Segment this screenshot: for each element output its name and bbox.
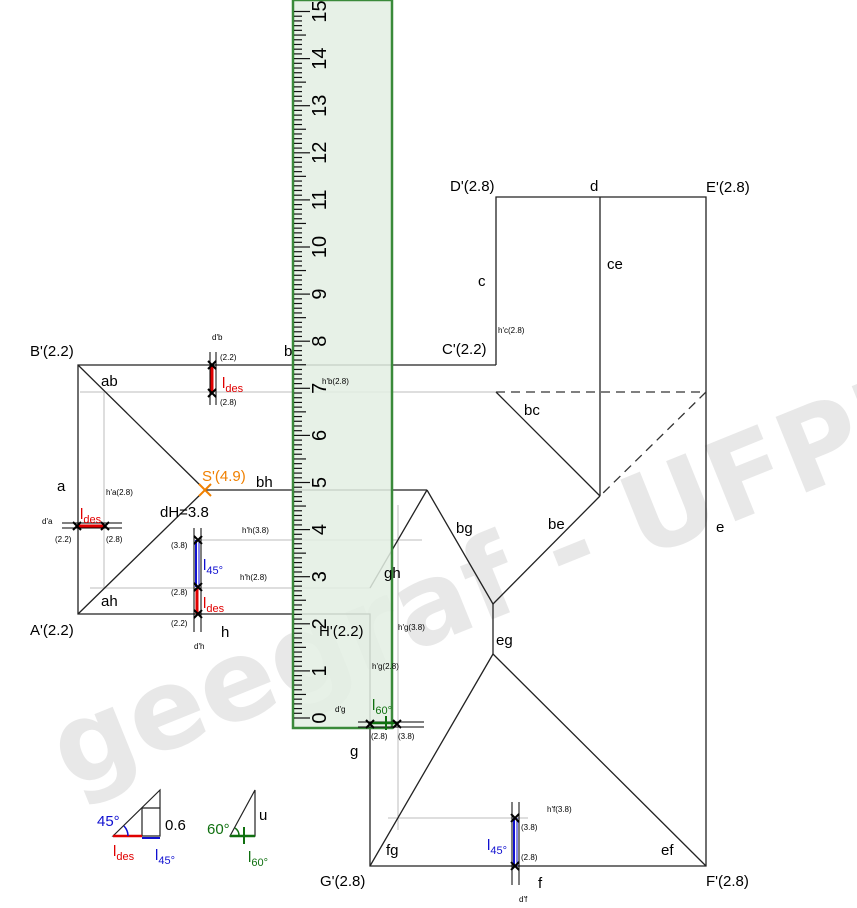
label-hf: h'f(3.8) [547, 805, 572, 814]
edge-c: c [478, 273, 486, 290]
legend-angle-45: 45° [97, 813, 120, 830]
legend-45: 45° 0.6 ldes l45° [97, 788, 186, 867]
label-hg28: h'g(2.8) [372, 662, 399, 671]
ruler-number: 11 [309, 190, 331, 211]
label-dg: d'g [335, 705, 345, 714]
l-60-g: l60° [372, 697, 392, 717]
edge-ce: ce [607, 256, 623, 273]
ruler-number: 6 [309, 430, 331, 441]
label-hg38: h'g(3.8) [398, 623, 425, 632]
ruler-number: 10 [309, 236, 331, 258]
label-ha: h'a(2.8) [106, 488, 133, 497]
true-length-marks [62, 352, 520, 885]
ruler-number: 9 [309, 289, 331, 300]
value-h-28: (2.8) [171, 588, 188, 597]
l-45-h: l45° [203, 557, 223, 577]
label-db: d'b [212, 333, 223, 342]
label-hc: h'c(2.8) [498, 326, 525, 335]
edge-ab: ab [101, 373, 118, 390]
dH-label: dH=3.8 [160, 504, 209, 521]
value-g-38: (3.8) [398, 732, 415, 741]
edge-d: d [590, 178, 598, 195]
l-des-h: ldes [203, 595, 225, 615]
ruler-number: 8 [309, 336, 331, 347]
legend-u: u [259, 807, 267, 824]
value-a-22: (2.2) [55, 535, 72, 544]
legend-angle-60: 60° [207, 821, 230, 838]
vertex-D: D'(2.8) [450, 178, 495, 195]
edge-g: g [350, 743, 358, 760]
watermark: geegraf - UFPR [31, 338, 857, 815]
vertex-H: H'(2.2) [319, 623, 364, 640]
ruler-number: 14 [309, 47, 331, 69]
true-length-labels: ldes ldes l45° ldes l60° l45° [80, 375, 507, 857]
edge-eg: eg [496, 632, 513, 649]
value-a-28: (2.8) [106, 535, 123, 544]
value-f-38: (3.8) [521, 823, 538, 832]
value-f-28: (2.8) [521, 853, 538, 862]
ruler-number: 13 [309, 95, 331, 117]
legend-ldes: ldes [113, 843, 135, 863]
edge-gh: gh [384, 565, 401, 582]
ruler-ticks [294, 10, 310, 719]
edge-ah: ah [101, 593, 118, 610]
ruler-number: 7 [309, 383, 331, 394]
legend-l45: l45° [155, 847, 175, 867]
label-hh38: h'h(3.8) [242, 526, 269, 535]
vertex-F: F'(2.8) [706, 873, 749, 890]
vertex-S: S'(4.9) [202, 468, 246, 485]
vertex-E: E'(2.8) [706, 179, 750, 196]
edge-fg: fg [386, 842, 399, 859]
value-g-28: (2.8) [371, 732, 388, 741]
roof-edges [77, 196, 707, 867]
label-da: d'a [42, 517, 53, 526]
vertex-G: G'(2.8) [320, 873, 365, 890]
edge-a: a [57, 478, 66, 495]
value-b-22: (2.2) [220, 353, 237, 362]
edge-bh: bh [256, 474, 273, 491]
value-b-28: (2.8) [220, 398, 237, 407]
edge-labels: a b c d e f g h ab bh ah bc ce be bg gh … [57, 178, 724, 892]
l-des-b: ldes [222, 375, 244, 395]
value-h-22: (2.2) [171, 619, 188, 628]
edge-bc: bc [524, 402, 540, 419]
ruler-number: 15 [309, 0, 331, 22]
edge-ef: ef [661, 842, 674, 859]
edge-e: e [716, 519, 724, 536]
legend-height: 0.6 [165, 817, 186, 834]
ruler-number: 2 [309, 618, 331, 629]
label-df: d'f [519, 895, 528, 904]
construction-lines [80, 391, 528, 830]
vertex-labels: B'(2.2) C'(2.2) D'(2.8) E'(2.8) A'(2.2) … [30, 178, 750, 890]
edge-h: h [221, 624, 229, 641]
value-h-38: (3.8) [171, 541, 188, 550]
legend-60: 60° u l60° [207, 789, 268, 869]
l-des-a: ldes [80, 506, 102, 526]
ruler-number: 4 [309, 524, 331, 535]
ruler-number: 0 [309, 712, 331, 723]
l-45-f: l45° [487, 837, 507, 857]
vertex-A: A'(2.2) [30, 622, 74, 639]
edge-be: be [548, 516, 565, 533]
edge-b: b [284, 343, 292, 360]
label-hh28: h'h(2.8) [240, 573, 267, 582]
label-dh: d'h [194, 642, 204, 651]
edge-bg: bg [456, 520, 473, 537]
ruler-number: 12 [309, 142, 331, 164]
legend-l60: l60° [248, 849, 268, 869]
vertex-C: C'(2.2) [442, 341, 487, 358]
ruler-number: 3 [309, 571, 331, 582]
ruler-number: 1 [309, 665, 331, 676]
edge-f: f [538, 875, 543, 892]
label-hb: h'b(2.8) [322, 377, 349, 386]
vertex-B: B'(2.2) [30, 343, 74, 360]
small-annotations: d'b h'b(2.8) h'c(2.8) h'a(2.8) d'a h'h(3… [42, 326, 572, 904]
ruler-number: 5 [309, 477, 331, 488]
